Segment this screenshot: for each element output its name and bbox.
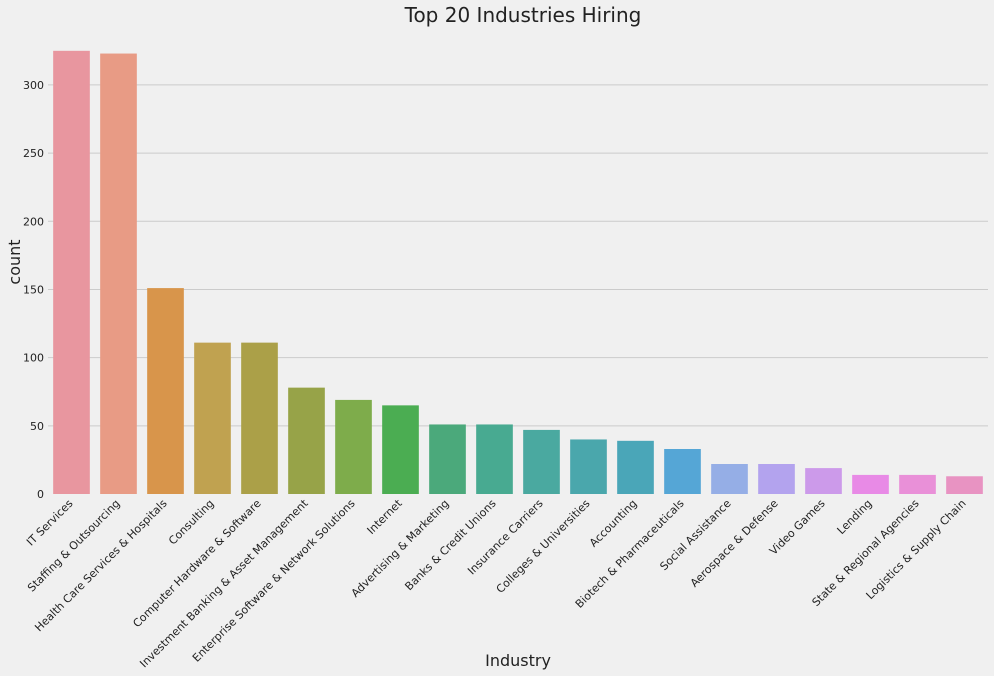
bar (852, 474, 889, 494)
y-tick-labels: 0 50 100 150 200 250 300 (23, 79, 44, 501)
x-tick-label: Investment Banking & Asset Management (137, 496, 311, 670)
bar (147, 288, 184, 494)
y-tick-label: 150 (23, 283, 44, 296)
bars (53, 50, 983, 495)
x-axis-label: Industry (485, 651, 551, 670)
y-axis-label: count (5, 239, 24, 284)
bar (711, 464, 748, 494)
x-tick-label: Logistics & Supply Chain (864, 497, 969, 602)
bar (382, 405, 419, 494)
x-tick-label: Advertising & Marketing (349, 497, 452, 600)
y-tick-label: 250 (23, 147, 44, 160)
x-tick-label: Enterprise Software & Network Solutions (190, 497, 358, 665)
bar (946, 476, 983, 494)
x-tick-label: Banks & Credit Unions (402, 497, 498, 593)
x-tick-label: Lending (835, 497, 875, 537)
x-tick-label: Colleges & Universities (494, 497, 593, 596)
x-tick-label: IT Services (24, 497, 76, 549)
y-tick-label: 100 (23, 352, 44, 365)
bar (194, 342, 231, 494)
bar (617, 440, 654, 494)
x-tick-label: Aerospace & Defense (688, 497, 781, 590)
y-tick-label: 200 (23, 215, 44, 228)
bar (523, 429, 560, 494)
x-tick-label: Internet (365, 496, 406, 537)
bar (570, 439, 607, 494)
bar (288, 387, 325, 494)
bar (899, 474, 936, 494)
x-tick-label: Consulting (166, 497, 217, 548)
bar (805, 468, 842, 494)
bar (100, 53, 137, 494)
y-tick-label: 0 (37, 488, 44, 501)
bar (758, 464, 795, 494)
y-tick-label: 50 (30, 420, 44, 433)
bar (335, 399, 372, 494)
y-tick-label: 300 (23, 79, 44, 92)
bar (53, 50, 90, 495)
chart-title: Top 20 Industries Hiring (404, 3, 642, 27)
bar (476, 424, 513, 494)
bar (664, 449, 701, 494)
bar (241, 342, 278, 494)
bar (429, 424, 466, 494)
x-tick-label: Staffing & Outsourcing (25, 497, 123, 595)
grid-lines (48, 84, 988, 427)
